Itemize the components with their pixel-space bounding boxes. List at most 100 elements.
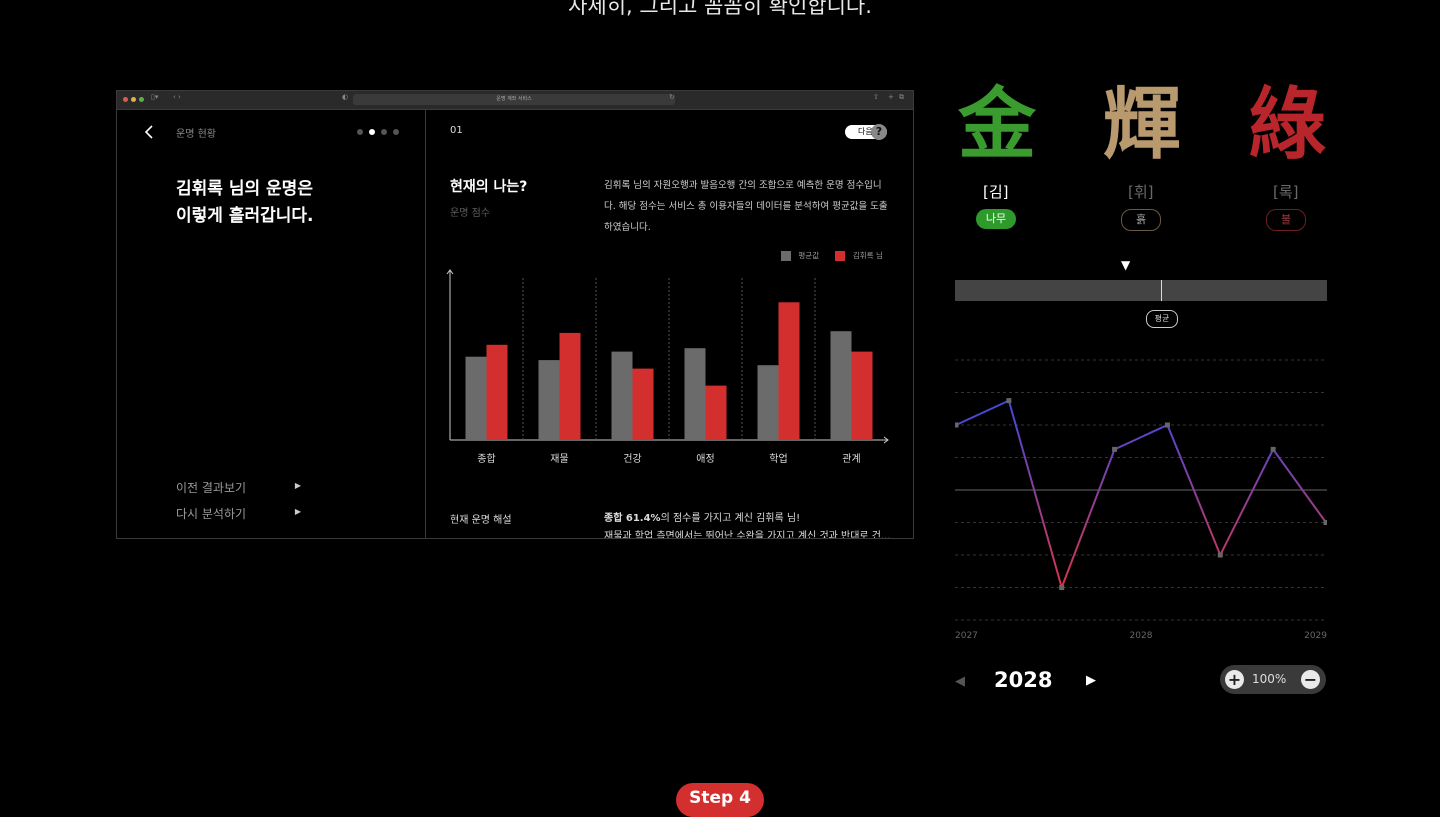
maximize-dot[interactable] <box>139 97 144 102</box>
category-label: 관계 <box>842 453 860 465</box>
question-icon[interactable]: ? <box>871 124 887 140</box>
page-dot[interactable] <box>381 129 387 135</box>
data-point[interactable] <box>1323 520 1328 525</box>
toggle-label: 다음 <box>858 127 873 136</box>
bar <box>559 332 581 440</box>
link-label: 이전 결과보기 <box>176 481 247 495</box>
page-dot[interactable] <box>357 129 363 135</box>
section-heading: 현재의 나는? <box>450 179 528 195</box>
nav-back-icon[interactable]: ‹ › <box>173 93 181 101</box>
data-point[interactable] <box>1270 446 1276 452</box>
shield-icon: ◐ <box>342 93 349 101</box>
legend-swatch-avg <box>781 251 791 261</box>
hanja-row: 金 輝 綠 <box>955 80 1327 170</box>
tabs-icon[interactable]: ⧉ <box>899 93 904 101</box>
browser-titlebar: ▯▾ ‹ › ◐ 운명 계좌 서비스 ↻ ⇧ + ⧉ <box>117 91 913 110</box>
average-line <box>1161 280 1162 301</box>
bar <box>851 351 873 440</box>
chevron-left-icon[interactable] <box>143 124 155 140</box>
hanja-char: 綠 <box>1248 79 1327 170</box>
zoom-in-icon[interactable]: + <box>1225 670 1244 689</box>
next-year-icon[interactable]: ▶ <box>1086 673 1096 688</box>
hanja-char: 輝 <box>1103 79 1182 170</box>
play-triangle-icon: ▶ <box>294 507 301 516</box>
share-icon[interactable]: ⇧ <box>873 93 879 101</box>
headline-line: 김휘록 님의 운명은 <box>176 179 313 199</box>
category-label: 학업 <box>769 452 787 465</box>
data-point[interactable] <box>1006 398 1012 404</box>
bar <box>538 360 560 440</box>
legend-label-user: 김휘록 님 <box>852 251 883 260</box>
interp-text: 종합 61.4%의 점수를 가지고 계신 김휘록 님! 재물과 학업 측면에서는… <box>604 510 894 539</box>
x-tick-label: 2027 <box>955 631 978 641</box>
data-point[interactable] <box>1059 585 1065 590</box>
close-dot[interactable] <box>123 97 128 102</box>
interp-sentence: 의 점수를 가지고 계신 김휘록 님! <box>660 513 801 524</box>
element-badge[interactable]: 나무 <box>976 209 1016 229</box>
line-chart: 2027 2028 2029 <box>955 359 1328 641</box>
y-axis-arrow <box>446 269 454 275</box>
prev-result-link[interactable]: 이전 결과보기 ▶ <box>176 479 301 496</box>
syllable-label: [록] <box>1273 183 1299 201</box>
interp-score: 종합 61.4% <box>604 513 661 524</box>
reanalyze-link[interactable]: 다시 분석하기 ▶ <box>176 505 301 522</box>
section-title: 운명 현황 <box>176 129 216 140</box>
page-dot-active[interactable] <box>369 129 375 135</box>
step-number: 01 <box>450 125 463 136</box>
zoom-out-icon[interactable]: − <box>1301 670 1320 689</box>
category-label: 재물 <box>550 453 568 465</box>
bar <box>757 365 779 440</box>
marker-triangle-icon: ▼ <box>1121 258 1131 272</box>
x-tick-label: 2029 <box>1304 631 1327 641</box>
category-label: 종합 <box>477 453 495 465</box>
bar <box>778 302 800 440</box>
x-axis-arrow <box>883 436 889 444</box>
bar <box>830 331 852 440</box>
headline-line: 이렇게 흘러갑니다. <box>176 206 314 226</box>
element-badge[interactable]: 불 <box>1266 209 1306 231</box>
x-tick-label: 2028 <box>1130 631 1153 641</box>
page-dot[interactable] <box>393 129 399 135</box>
play-triangle-icon: ▶ <box>294 481 301 490</box>
right-pane: 01 다음 ? 현재의 나는? 운명 점수 김휘록 님의 자원오행과 발음오행 … <box>426 110 913 538</box>
reload-icon[interactable]: ↻ <box>669 93 675 101</box>
series-line <box>955 399 1327 591</box>
bar <box>705 385 727 440</box>
browser-window: ▯▾ ‹ › ◐ 운명 계좌 서비스 ↻ ⇧ + ⧉ 운명 현황 김휘록 님의 … <box>116 90 914 539</box>
new-tab-icon[interactable]: + <box>888 93 894 101</box>
sidebar-icon[interactable]: ▯▾ <box>151 93 159 101</box>
data-point[interactable] <box>1164 422 1170 428</box>
minimize-dot[interactable] <box>131 97 136 102</box>
bar-chart: 종합 재물 건강 애정 학업 관계 <box>446 269 889 465</box>
link-label: 다시 분석하기 <box>176 507 247 521</box>
hanja-char: 金 <box>958 79 1037 170</box>
data-point[interactable] <box>1217 552 1223 558</box>
category-label: 애정 <box>696 453 714 465</box>
data-point[interactable] <box>955 422 959 428</box>
syllable-label: [휘] <box>1128 183 1154 201</box>
legend-swatch-user <box>835 251 846 261</box>
headline: 김휘록 님의 운명은 이렇게 흘러갑니다. <box>176 176 314 230</box>
prev-year-icon[interactable]: ◀ <box>955 674 965 689</box>
element-badge[interactable]: 흙 <box>1121 209 1161 231</box>
zoom-control: + 100% − <box>1220 665 1326 694</box>
bar <box>611 351 633 440</box>
year-display: 2028 <box>994 668 1053 692</box>
url-bar[interactable]: 운명 계좌 서비스 <box>353 94 675 105</box>
next-toggle[interactable]: 다음 ? <box>845 124 887 140</box>
intro-line: 자세히, 그리고 꼼꼼히 확인합니다. <box>568 0 872 18</box>
zoom-level: 100% <box>1252 672 1287 686</box>
left-pane: 운명 현황 김휘록 님의 운명은 이렇게 흘러갑니다. 이전 결과보기 ▶ 다시… <box>117 110 426 538</box>
syllable-label: [김] <box>983 183 1009 201</box>
legend-label-avg: 평균값 <box>798 251 820 260</box>
average-tag: 평균 <box>1146 310 1178 328</box>
step-badge: Step 4 <box>676 783 764 817</box>
average-bar <box>955 280 1327 301</box>
interp-label: 현재 운명 해설 <box>450 515 512 526</box>
data-point[interactable] <box>1112 446 1118 452</box>
bar <box>684 348 706 440</box>
interp-sentence: 재물과 학업 측면에서는 뛰어난 수완을 가지고 계신 것과 반대로 건... <box>604 531 891 539</box>
category-label: 건강 <box>623 453 641 465</box>
bar <box>465 356 487 440</box>
section-subheading: 운명 점수 <box>450 208 490 219</box>
